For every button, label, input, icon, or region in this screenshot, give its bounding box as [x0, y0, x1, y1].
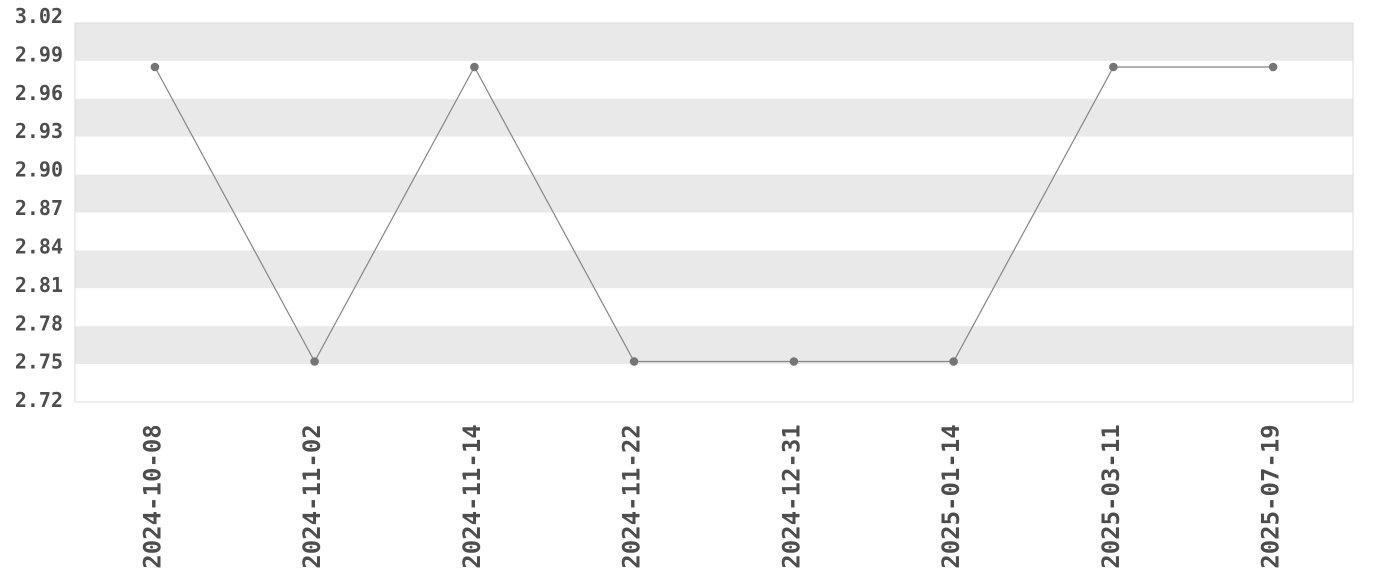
y-tick-label: 2.90	[15, 158, 63, 182]
data-point	[310, 357, 319, 366]
x-tick-label: 2025-03-11	[1097, 424, 1125, 569]
y-tick-label: 2.75	[15, 350, 63, 374]
grid-band	[75, 212, 1353, 251]
grid-band	[75, 23, 1353, 61]
grid-band	[75, 250, 1353, 289]
grid-band	[75, 326, 1353, 365]
grid-band	[75, 136, 1353, 175]
y-tick-label: 2.87	[15, 196, 63, 220]
data-point	[1268, 62, 1278, 72]
grid-band	[75, 174, 1353, 213]
y-tick-label: 2.99	[15, 42, 63, 66]
y-tick-label: 2.84	[15, 234, 63, 258]
x-tick-label: 2024-12-31	[777, 424, 805, 569]
grid-band	[75, 288, 1353, 327]
y-tick-label: 2.81	[15, 273, 63, 297]
y-tick-label: 2.93	[15, 119, 63, 143]
grid-band	[75, 98, 1353, 137]
grid-band	[75, 364, 1353, 402]
x-tick-label: 2024-10-08	[138, 424, 166, 569]
y-tick-label: 3.02	[15, 4, 63, 28]
data-point	[789, 357, 799, 366]
data-point	[949, 357, 958, 366]
data-point	[629, 357, 639, 366]
x-tick-label: 2025-07-19	[1257, 424, 1285, 569]
y-tick-label: 2.78	[15, 311, 63, 335]
y-tick-label: 2.72	[15, 388, 63, 412]
data-point	[1109, 62, 1118, 72]
data-point	[470, 62, 479, 72]
y-tick-label: 2.96	[15, 81, 63, 105]
series-line	[154, 65, 1274, 363]
plot-border	[74, 22, 1354, 403]
x-tick-label: 2024-11-02	[298, 424, 326, 569]
data-point	[150, 62, 160, 72]
x-tick-label: 2024-11-22	[618, 424, 646, 569]
x-tick-label: 2025-01-14	[937, 424, 965, 569]
x-tick-label: 2024-11-14	[458, 424, 486, 569]
